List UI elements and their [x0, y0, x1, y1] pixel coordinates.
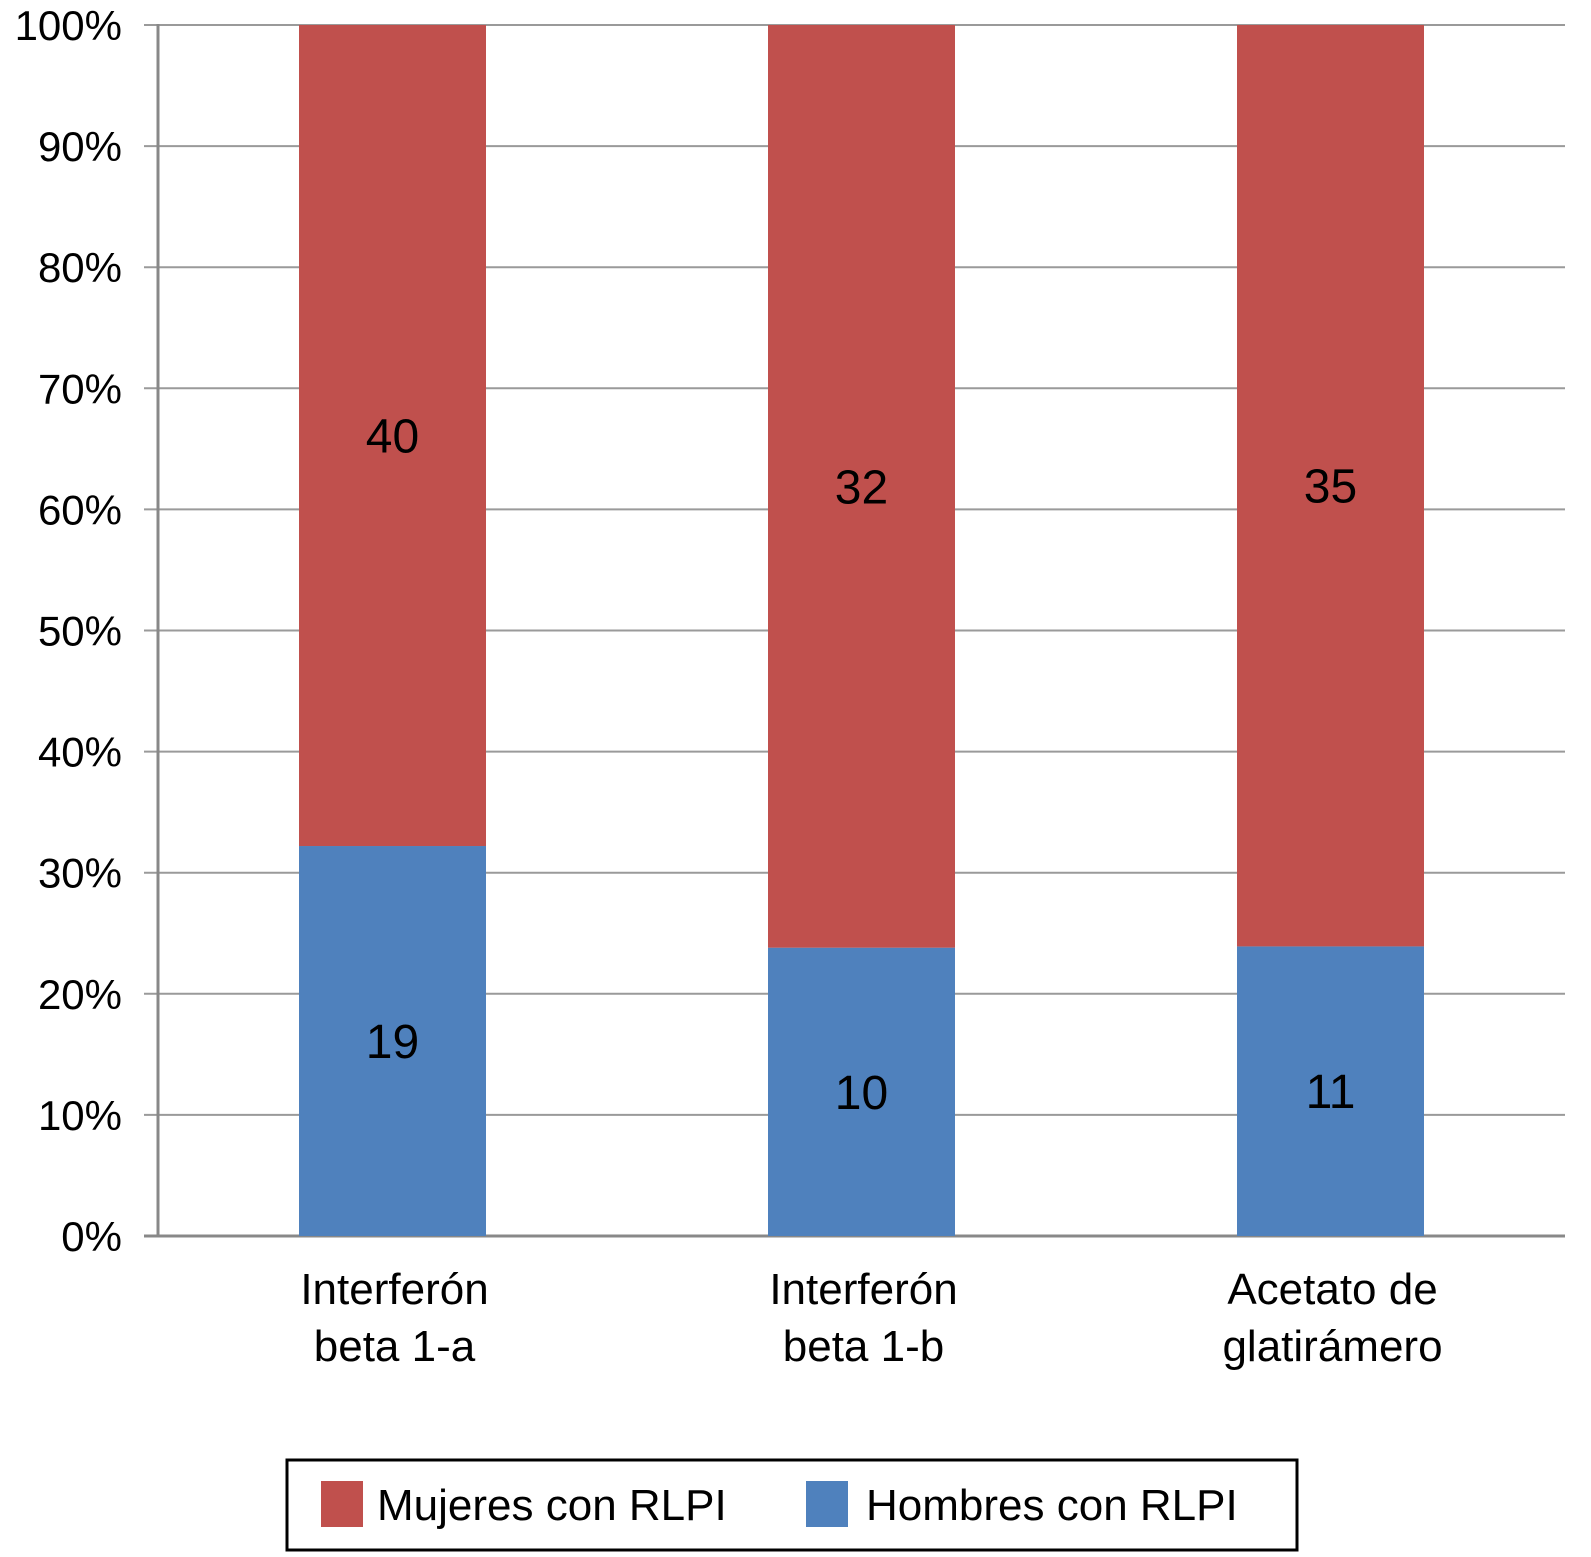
x-category-label: beta 1-b: [783, 1322, 944, 1371]
data-label: 10: [835, 1067, 888, 1120]
y-tick-label: 50%: [38, 608, 122, 655]
y-tick-label: 20%: [38, 971, 122, 1018]
bar-segment-mujeres[interactable]: [1237, 25, 1424, 947]
x-category-label: Interferón: [300, 1265, 488, 1314]
y-tick-label: 0%: [61, 1213, 122, 1260]
data-label: 35: [1304, 461, 1357, 514]
y-tick-label: 100%: [15, 2, 122, 49]
y-tick-label: 70%: [38, 365, 122, 412]
legend-label: Mujeres con RLPI: [377, 1481, 727, 1530]
y-tick-label: 30%: [38, 850, 122, 897]
bar-segment-mujeres[interactable]: [299, 25, 486, 847]
data-label: 19: [366, 1016, 419, 1069]
bar-segment-hombres[interactable]: [299, 846, 486, 1236]
y-tick-label: 60%: [38, 486, 122, 533]
x-category-label: glatirámero: [1222, 1322, 1442, 1371]
data-label: 32: [835, 461, 888, 514]
x-category-label: Acetato de: [1227, 1265, 1437, 1314]
y-tick-label: 40%: [38, 729, 122, 776]
y-tick-label: 10%: [38, 1092, 122, 1139]
bar-segment-hombres[interactable]: [1237, 946, 1424, 1236]
data-label: 11: [1306, 1066, 1356, 1119]
bar-segment-hombres[interactable]: [768, 947, 955, 1236]
x-category-label: beta 1-a: [314, 1322, 476, 1371]
data-label: 40: [366, 411, 419, 464]
y-tick-label: 80%: [38, 244, 122, 291]
x-category-label: Interferón: [769, 1265, 957, 1314]
bar-segment-mujeres[interactable]: [768, 25, 955, 948]
y-tick-label: 90%: [38, 123, 122, 170]
legend-swatch: [806, 1481, 848, 1527]
legend-label: Hombres con RLPI: [866, 1481, 1238, 1530]
legend-box: [285, 1458, 1299, 1552]
legend-swatch: [321, 1481, 363, 1527]
